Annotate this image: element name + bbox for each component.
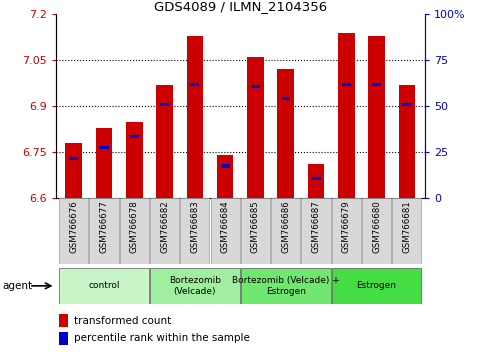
Bar: [150, 198, 179, 264]
Text: GSM766685: GSM766685: [251, 200, 260, 253]
Bar: [211, 198, 240, 264]
Bar: [126, 121, 142, 198]
Bar: [217, 155, 233, 198]
Bar: [59, 332, 69, 345]
Bar: [368, 36, 385, 198]
Text: Estrogen: Estrogen: [356, 281, 397, 290]
Text: GSM766686: GSM766686: [281, 200, 290, 253]
Text: Bortezomib
(Velcade): Bortezomib (Velcade): [169, 276, 221, 296]
Bar: [150, 268, 240, 304]
Bar: [338, 33, 355, 198]
Bar: [130, 135, 139, 138]
Bar: [186, 36, 203, 198]
Bar: [99, 146, 109, 149]
Bar: [59, 314, 69, 327]
Bar: [190, 83, 199, 86]
Text: GSM766683: GSM766683: [190, 200, 199, 253]
Bar: [332, 198, 361, 264]
Text: percentile rank within the sample: percentile rank within the sample: [74, 333, 250, 343]
Bar: [120, 198, 149, 264]
Bar: [89, 198, 118, 264]
Bar: [69, 157, 78, 160]
Text: GSM766687: GSM766687: [312, 200, 321, 253]
Bar: [332, 268, 421, 304]
Bar: [65, 143, 82, 198]
Bar: [156, 85, 173, 198]
Bar: [392, 198, 421, 264]
Title: GDS4089 / ILMN_2104356: GDS4089 / ILMN_2104356: [154, 0, 327, 13]
Text: GSM766680: GSM766680: [372, 200, 381, 253]
Text: Bortezomib (Velcade) +
Estrogen: Bortezomib (Velcade) + Estrogen: [232, 276, 340, 296]
Bar: [362, 198, 391, 264]
Bar: [312, 177, 321, 180]
Bar: [402, 103, 412, 106]
Text: GSM766681: GSM766681: [402, 200, 412, 253]
Text: agent: agent: [2, 281, 32, 291]
Bar: [241, 198, 270, 264]
Bar: [251, 85, 260, 88]
Text: GSM766679: GSM766679: [342, 200, 351, 253]
Bar: [241, 268, 330, 304]
Text: control: control: [88, 281, 120, 290]
Bar: [277, 69, 294, 198]
Bar: [281, 97, 290, 100]
Text: transformed count: transformed count: [74, 316, 171, 326]
Bar: [271, 198, 300, 264]
Bar: [301, 198, 330, 264]
Bar: [398, 85, 415, 198]
Bar: [96, 128, 113, 198]
Bar: [180, 198, 210, 264]
Text: GSM766678: GSM766678: [130, 200, 139, 253]
Bar: [160, 103, 169, 106]
Text: GSM766684: GSM766684: [221, 200, 229, 253]
Text: GSM766676: GSM766676: [69, 200, 78, 253]
Bar: [59, 268, 149, 304]
Bar: [59, 198, 88, 264]
Bar: [372, 83, 381, 86]
Bar: [341, 83, 351, 86]
Bar: [221, 165, 230, 167]
Text: GSM766682: GSM766682: [160, 200, 169, 253]
Bar: [247, 57, 264, 198]
Text: GSM766677: GSM766677: [99, 200, 109, 253]
Bar: [308, 165, 325, 198]
